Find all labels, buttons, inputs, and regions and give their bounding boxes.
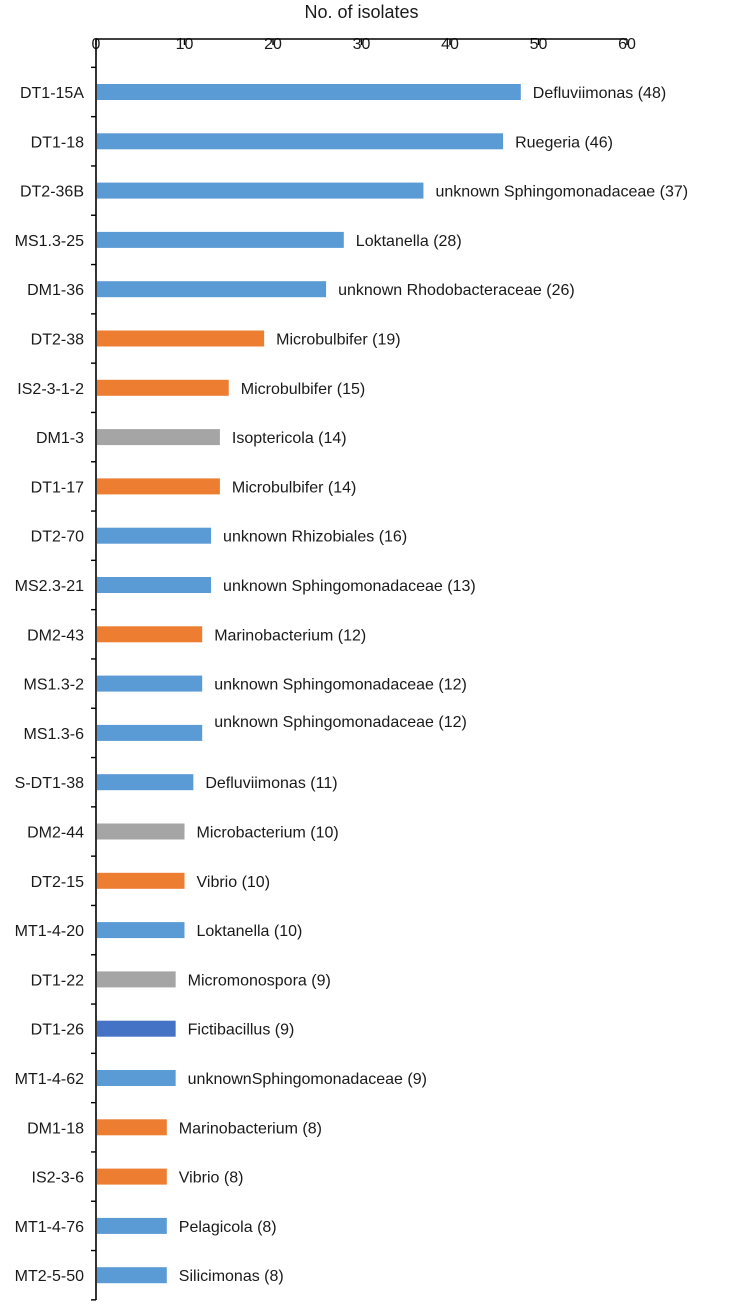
category-label: DT2-36B xyxy=(20,184,84,201)
data-label: Microbulbifer (14) xyxy=(232,479,356,496)
bar xyxy=(97,577,212,593)
category-label: DT1-17 xyxy=(31,479,84,496)
data-label: Silicimonas (8) xyxy=(179,1268,284,1285)
bar xyxy=(97,379,229,396)
data-label: unknown Sphingomonadaceae (37) xyxy=(435,184,688,201)
bar xyxy=(97,182,424,199)
bar xyxy=(97,626,203,643)
data-label: unknown Rhizobiales (16) xyxy=(223,529,407,546)
data-label: Marinobacterium (12) xyxy=(214,627,366,644)
bar xyxy=(97,527,212,544)
bar xyxy=(97,675,203,692)
category-label: DM1-3 xyxy=(36,430,84,447)
data-label: Loktanella (28) xyxy=(356,233,462,250)
bar xyxy=(97,429,220,446)
x-tick-label: 60 xyxy=(618,36,636,53)
category-label: MT1-4-76 xyxy=(15,1219,84,1236)
bars xyxy=(97,84,521,1284)
bar xyxy=(97,872,185,889)
data-label: Marinobacterium (8) xyxy=(179,1120,322,1137)
data-label: Fictibacillus (9) xyxy=(188,1022,295,1039)
category-label: DT1-22 xyxy=(31,972,84,989)
data-label: Vibrio (8) xyxy=(179,1170,244,1187)
x-tick-label: 10 xyxy=(176,36,194,53)
bar xyxy=(97,84,521,100)
bar xyxy=(97,1070,176,1086)
data-label: Microbulbifer (19) xyxy=(276,332,400,349)
category-labels: DT1-15A DT1-18 DT2-36B MS1.3-25 DM1-36 DT2-38… xyxy=(15,85,85,1285)
data-label: Vibrio (10) xyxy=(197,874,271,891)
data-label: Pelagicola (8) xyxy=(179,1219,277,1236)
bar xyxy=(97,1217,167,1234)
bar xyxy=(97,133,504,150)
data-label: Defluviimonas (48) xyxy=(533,85,666,102)
category-label: MT1-4-62 xyxy=(15,1071,84,1088)
x-tick-label: 20 xyxy=(264,36,282,53)
bar xyxy=(97,1267,167,1284)
x-tick-label: 50 xyxy=(530,36,548,53)
category-label: MS1.3-6 xyxy=(24,726,85,743)
category-label: IS2-3-6 xyxy=(32,1170,85,1187)
bar xyxy=(97,724,203,741)
bar xyxy=(97,281,327,298)
data-labels: Defluviimonas (48) Ruegeria (46) unknown S… xyxy=(179,85,688,1285)
category-label: DM1-18 xyxy=(27,1120,84,1137)
data-label: unknown Sphingomonadaceae (12) xyxy=(214,714,467,731)
category-label: DT1-15A xyxy=(20,85,84,102)
category-label: DT1-26 xyxy=(31,1022,84,1039)
category-label: DT2-38 xyxy=(31,332,84,349)
data-label: Microbulbifer (15) xyxy=(241,381,365,398)
data-label: Loktanella (10) xyxy=(197,923,303,940)
x-axis-title: No. of isolates xyxy=(304,2,418,22)
bar xyxy=(97,231,344,248)
bar xyxy=(97,478,220,495)
bar xyxy=(97,1020,176,1037)
category-label: DT2-15 xyxy=(31,874,84,891)
category-label: DM2-44 xyxy=(27,825,84,842)
category-label: MS1.3-2 xyxy=(24,677,85,694)
bar xyxy=(97,823,185,840)
category-label: MT1-4-20 xyxy=(15,923,84,940)
x-tick-label: 40 xyxy=(441,36,459,53)
data-label: Defluviimonas (11) xyxy=(205,775,337,792)
category-label: MS2.3-21 xyxy=(15,578,84,595)
category-label: DM1-36 xyxy=(27,282,84,299)
bar xyxy=(97,774,194,791)
category-label: DT1-18 xyxy=(31,134,84,151)
bar xyxy=(97,1119,167,1136)
data-label: Microbacterium (10) xyxy=(197,825,339,842)
category-label: DM2-43 xyxy=(27,627,84,644)
category-label: DT2-70 xyxy=(31,529,84,546)
data-label: Ruegeria (46) xyxy=(515,134,613,151)
category-label: IS2-3-1-2 xyxy=(17,381,84,398)
category-label: MS1.3-25 xyxy=(15,233,84,250)
bar xyxy=(97,330,265,347)
x-tick-label: 30 xyxy=(353,36,371,53)
data-label: unknownSphingomonadaceae (9) xyxy=(188,1071,427,1088)
data-label: unknown Sphingomonadaceae (12) xyxy=(214,677,467,694)
data-label: Micromonospora (9) xyxy=(188,972,331,989)
bar xyxy=(97,922,185,939)
bar xyxy=(97,971,176,988)
data-label: unknown Sphingomonadaceae (13) xyxy=(223,578,476,595)
data-label: Isoptericola (14) xyxy=(232,430,347,447)
data-label: unknown Rhodobacteraceae (26) xyxy=(338,282,575,299)
x-axis-ticks: 0102030405060 xyxy=(91,36,636,1301)
category-label: S-DT1-38 xyxy=(15,775,84,792)
bar xyxy=(97,1168,167,1185)
category-label: MT2-5-50 xyxy=(15,1268,84,1285)
